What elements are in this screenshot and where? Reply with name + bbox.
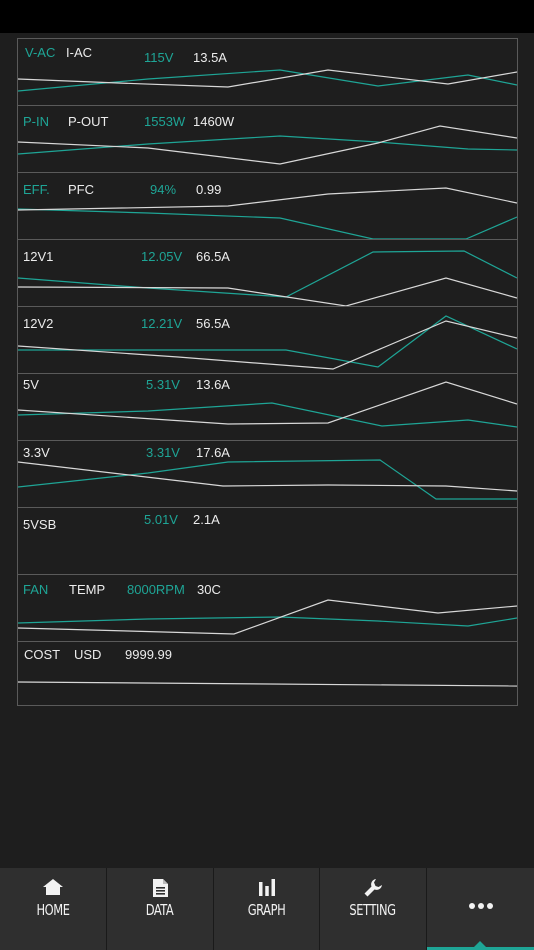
nav-data[interactable]: DATA bbox=[106, 868, 212, 950]
row-value-1: 12.05V bbox=[141, 249, 183, 264]
row-value-1: 3.31V bbox=[146, 445, 180, 460]
reading-row-fan: FAN TEMP 8000RPM 30C bbox=[18, 575, 517, 642]
bar-chart-icon bbox=[214, 878, 319, 898]
home-icon bbox=[0, 878, 106, 898]
row-value-2: 2.1A bbox=[193, 512, 220, 527]
nav-home[interactable]: HOME bbox=[0, 868, 106, 950]
12v2-sparkline bbox=[18, 315, 517, 370]
row-value-2: 1460W bbox=[193, 114, 235, 129]
reading-row-pin: P-IN P-OUT 1553W 1460W bbox=[18, 106, 517, 173]
row-value-2: 0.99 bbox=[196, 182, 222, 197]
row-value-1: 1553W bbox=[144, 114, 186, 129]
active-indicator-arrow bbox=[474, 941, 486, 947]
reading-row-cost: COST USD 9999.99 bbox=[18, 642, 517, 709]
reading-row-12v2: 12V2 12.21V 56.5A bbox=[18, 307, 517, 374]
bottom-navigation: HOME DATA GRAPH SETTING bbox=[0, 868, 534, 950]
row-label-a: 3.3V bbox=[23, 445, 50, 460]
document-icon bbox=[107, 878, 212, 898]
row-value-1: 94% bbox=[150, 182, 177, 197]
nav-label: SETTING bbox=[349, 901, 396, 919]
row-label-a: 5V bbox=[23, 377, 39, 392]
3v3-sparkline bbox=[18, 459, 517, 500]
row-label-a: 5VSB bbox=[23, 517, 57, 532]
more-icon bbox=[427, 902, 534, 922]
status-bar bbox=[0, 0, 534, 33]
12v1-sparkline bbox=[18, 250, 517, 306]
row-value-2: 13.5A bbox=[193, 50, 227, 65]
pin-sparkline bbox=[18, 125, 517, 165]
row-label-a: 12V2 bbox=[23, 316, 54, 331]
row-label-a: 12V1 bbox=[23, 249, 54, 264]
row-value-1: 5.31V bbox=[146, 377, 180, 392]
row-value-1: 5.01V bbox=[144, 512, 178, 527]
nav-more[interactable] bbox=[426, 868, 534, 950]
eff-sparkline bbox=[18, 187, 517, 239]
row-label-a: V-AC bbox=[25, 45, 56, 60]
readings-panel: V-AC I-AC 115V 13.5A P-IN P-OUT 1553W 14… bbox=[17, 38, 518, 706]
reading-row-5vsb: 5VSB 5.01V 2.1A bbox=[18, 508, 517, 575]
row-value-1: 12.21V bbox=[141, 316, 183, 331]
row-label-b: I-AC bbox=[66, 45, 92, 60]
vac-sparkline bbox=[18, 69, 517, 92]
row-value-1: 115V bbox=[144, 50, 174, 65]
row-value-1: 9999.99 bbox=[125, 647, 172, 662]
row-label-b: PFC bbox=[68, 182, 94, 197]
row-value-1: 8000RPM bbox=[127, 582, 185, 597]
fan-sparkline bbox=[18, 599, 517, 635]
nav-label: DATA bbox=[145, 901, 174, 919]
5v-sparkline bbox=[18, 381, 517, 428]
wrench-icon bbox=[320, 878, 425, 898]
reading-row-eff: EFF. PFC 94% 0.99 bbox=[18, 173, 517, 240]
reading-row-3v3: 3.3V 3.31V 17.6A bbox=[18, 441, 517, 508]
nav-setting[interactable]: SETTING bbox=[319, 868, 425, 950]
row-value-2: 66.5A bbox=[196, 249, 230, 264]
reading-row-vac: V-AC I-AC 115V 13.5A bbox=[18, 39, 517, 106]
active-indicator-bar bbox=[427, 947, 534, 950]
reading-row-12v1: 12V1 12.05V 66.5A bbox=[18, 240, 517, 307]
cost-sparkline bbox=[18, 681, 517, 687]
nav-label: GRAPH bbox=[247, 901, 286, 919]
nav-graph[interactable]: GRAPH bbox=[213, 868, 319, 950]
row-value-2: 17.6A bbox=[196, 445, 230, 460]
row-label-a: P-IN bbox=[23, 114, 49, 129]
row-value-2: 56.5A bbox=[196, 316, 230, 331]
row-label-b: TEMP bbox=[69, 582, 106, 597]
row-label-a: EFF. bbox=[23, 182, 50, 197]
reading-row-5v: 5V 5.31V 13.6A bbox=[18, 374, 517, 441]
row-label-a: FAN bbox=[23, 582, 49, 597]
row-value-2: 13.6A bbox=[196, 377, 230, 392]
nav-label: HOME bbox=[36, 901, 70, 919]
row-value-2: 30C bbox=[197, 582, 221, 597]
row-label-b: P-OUT bbox=[68, 114, 109, 129]
row-label-a: COST bbox=[24, 647, 61, 662]
row-label-b: USD bbox=[74, 647, 102, 662]
